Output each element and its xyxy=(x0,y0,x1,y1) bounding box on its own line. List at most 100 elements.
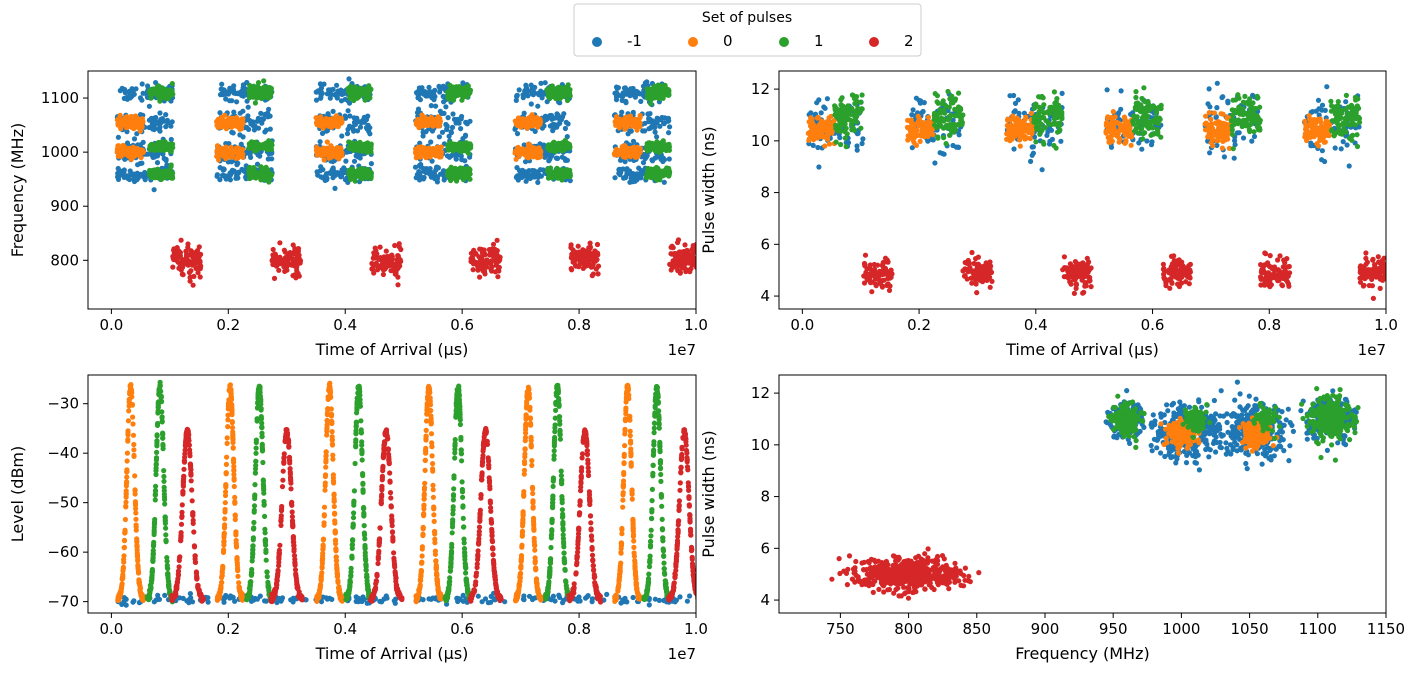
data-point-series--1 xyxy=(217,177,223,183)
data-point-series--1 xyxy=(217,110,223,116)
data-point-series-2 xyxy=(373,260,379,266)
data-point-series--1 xyxy=(542,80,548,86)
data-point-series-2 xyxy=(274,254,280,260)
data-point-series-0 xyxy=(325,121,332,127)
data-point-series--1 xyxy=(412,164,419,170)
data-point-series--1 xyxy=(238,141,244,147)
data-point-series-2 xyxy=(675,239,681,246)
data-point-series-2 xyxy=(171,246,177,252)
data-point-series-2 xyxy=(682,242,688,248)
data-point-series-2 xyxy=(469,254,475,260)
data-point-series-0 xyxy=(611,151,618,157)
data-point-series--1 xyxy=(231,109,237,115)
data-point-series-2 xyxy=(369,266,375,272)
data-point-series-0 xyxy=(337,152,343,158)
data-point-series-2 xyxy=(592,249,598,255)
data-point-series--1 xyxy=(514,93,520,99)
data-point-series-2 xyxy=(496,254,502,260)
data-point-series--1 xyxy=(168,136,174,143)
data-point-series--1 xyxy=(240,134,246,140)
data-point-series-2 xyxy=(594,241,601,248)
data-point-series--1 xyxy=(619,94,626,100)
data-point-series-0 xyxy=(527,149,533,155)
data-point-series--1 xyxy=(625,131,631,137)
data-point-series--1 xyxy=(163,112,169,118)
data-point-series-2 xyxy=(195,270,201,276)
data-point-series-1 xyxy=(556,168,563,174)
data-point-series-0 xyxy=(621,122,627,128)
data-point-series--1 xyxy=(267,113,273,119)
data-point-series-2 xyxy=(492,269,498,275)
data-point-series--1 xyxy=(165,120,171,126)
data-point-series-2 xyxy=(196,244,202,250)
x-tick-label: 0.2 xyxy=(907,316,931,334)
data-point-series-1 xyxy=(657,171,663,177)
data-point-series--1 xyxy=(146,103,152,109)
data-point-series-2 xyxy=(294,267,300,274)
data-point-series--1 xyxy=(328,87,334,93)
data-point-series-0 xyxy=(123,151,129,157)
data-point-series-0 xyxy=(222,112,228,118)
data-point-series--1 xyxy=(169,119,175,125)
y-tick-label: 4 xyxy=(760,287,770,305)
data-point-series-0 xyxy=(330,149,336,155)
data-point-series--1 xyxy=(532,84,538,90)
data-point-series-0 xyxy=(127,145,133,151)
data-point-series-1 xyxy=(546,145,552,151)
data-point-series-2 xyxy=(670,245,676,251)
legend-marker-2 xyxy=(869,37,879,47)
data-point-series-0 xyxy=(634,150,640,156)
data-point-series--1 xyxy=(458,126,464,132)
data-point-series--1 xyxy=(229,170,235,176)
plot-frame xyxy=(87,70,697,310)
data-point-series--1 xyxy=(137,112,144,118)
data-point-series-2 xyxy=(383,248,389,254)
data-point-series--1 xyxy=(124,129,130,135)
legend-label-1: 1 xyxy=(814,32,824,50)
data-point-series-2 xyxy=(378,264,384,270)
data-point-series-2 xyxy=(396,244,402,250)
data-point-series-0 xyxy=(334,118,340,124)
data-point-series-1 xyxy=(552,149,558,155)
y-tick-label: 1000 xyxy=(41,143,79,161)
data-point-series--1 xyxy=(227,88,234,94)
data-point-series--1 xyxy=(523,82,529,88)
data-point-series-1 xyxy=(557,93,564,99)
data-point-series--1 xyxy=(357,155,363,161)
data-point-series-1 xyxy=(364,146,370,152)
data-point-series-2 xyxy=(492,253,498,259)
data-point-series--1 xyxy=(462,158,468,164)
x-tick-label: 0.0 xyxy=(99,316,123,334)
data-point-series--1 xyxy=(319,130,326,136)
points-layer xyxy=(805,80,1386,301)
data-point-series--1 xyxy=(152,116,158,122)
legend-label-0: 0 xyxy=(723,32,733,50)
data-point-series--1 xyxy=(528,88,534,94)
data-point-series-2 xyxy=(687,269,693,275)
data-point-series--1 xyxy=(524,89,530,96)
data-point-series--1 xyxy=(551,124,557,130)
data-point-series-2 xyxy=(293,250,299,256)
data-point-series-2 xyxy=(395,274,401,280)
data-point-series-1 xyxy=(266,179,272,185)
data-point-series--1 xyxy=(127,176,133,183)
data-point-series--1 xyxy=(149,152,155,158)
data-point-series--1 xyxy=(344,131,351,137)
data-point-series--1 xyxy=(339,169,345,175)
data-point-series-1 xyxy=(261,167,267,173)
data-point-series-2 xyxy=(577,259,583,265)
data-point-series--1 xyxy=(330,175,336,181)
data-point-series-2 xyxy=(170,264,176,270)
data-point-series--1 xyxy=(338,98,345,104)
data-point-series-0 xyxy=(217,148,223,155)
data-point-series--1 xyxy=(646,116,652,122)
data-point-series-1 xyxy=(362,169,368,175)
data-point-series--1 xyxy=(154,120,160,126)
data-point-series--1 xyxy=(129,171,135,177)
data-point-series--1 xyxy=(131,136,138,142)
data-point-series--1 xyxy=(661,179,667,185)
data-point-series-2 xyxy=(395,264,401,270)
data-point-series-2 xyxy=(672,253,679,259)
data-point-series-2 xyxy=(587,256,593,262)
